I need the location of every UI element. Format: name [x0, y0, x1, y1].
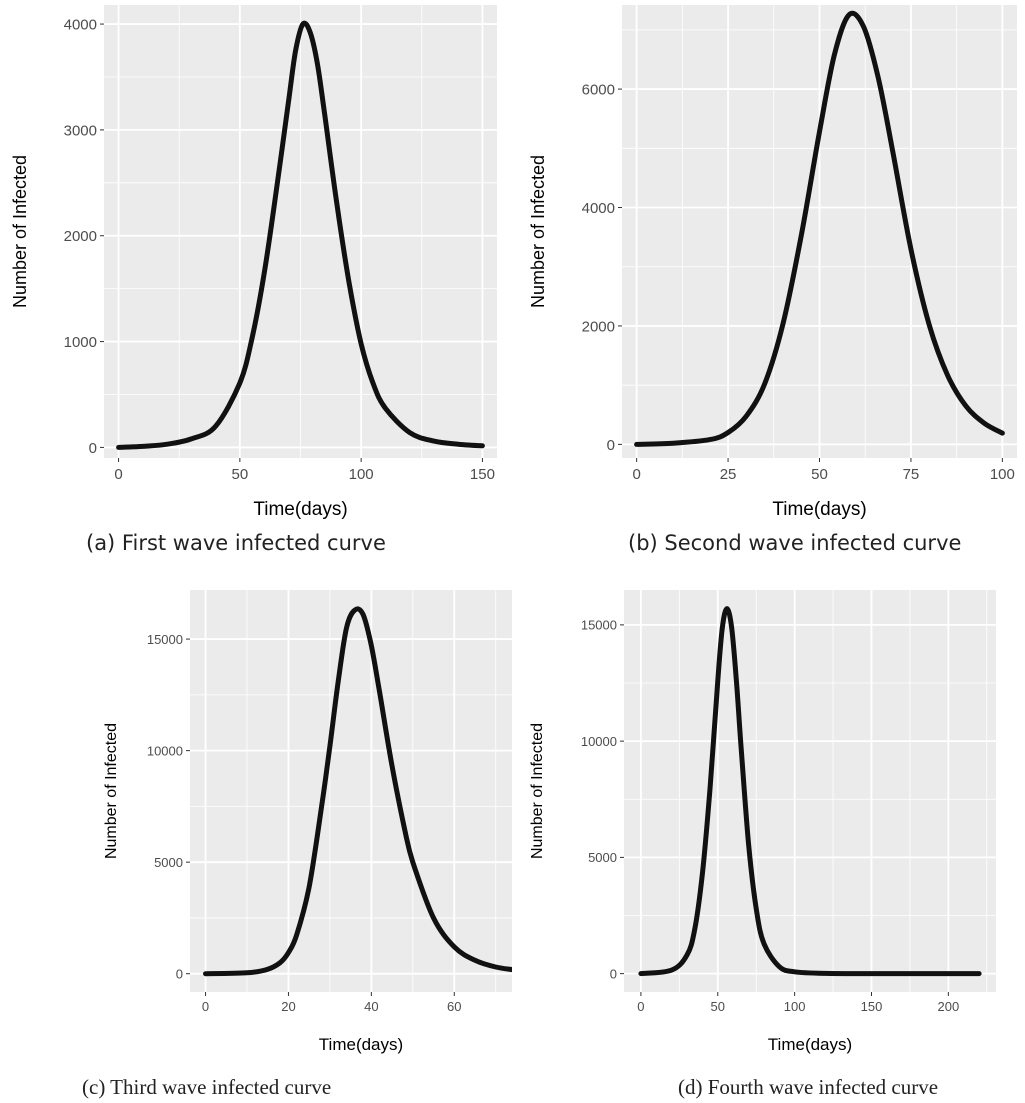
y-tick-label: 10000	[581, 734, 617, 749]
y-axis-title: Number of Infected	[10, 155, 30, 308]
y-tick-label: 3000	[64, 122, 97, 139]
chart-panel-a: 0 50 100 150 0 1000 2000 3000 4000 Time(days) Numb…	[10, 5, 497, 520]
y-tick-label: 4000	[582, 200, 615, 217]
x-tick-label: 100	[990, 466, 1015, 483]
caption-a: (a) First wave infected curve	[86, 531, 386, 555]
y-tick-label: 6000	[582, 81, 615, 98]
x-tick-label: 0	[202, 999, 209, 1014]
x-tick-label: 40	[364, 999, 378, 1014]
x-axis-title: Time(days)	[253, 499, 347, 520]
x-axis-title: Time(days)	[319, 1035, 403, 1054]
infected-curve	[638, 606, 982, 977]
y-tick-label: 0	[89, 440, 97, 457]
y-axis-title: Number of Infected	[528, 155, 548, 308]
y-tick-label: 15000	[581, 618, 617, 633]
y-tick-label: 5000	[588, 850, 617, 865]
y-tick-label: 1000	[64, 334, 97, 351]
plot-background	[190, 590, 532, 992]
x-tick-label: 0	[637, 999, 644, 1014]
x-tick-label: 75	[903, 466, 920, 483]
y-axis-title: Number of Infected	[529, 723, 546, 859]
y-tick-label: 10000	[147, 743, 183, 758]
caption-d: (d) Fourth wave infected curve	[678, 1075, 939, 1099]
x-tick-label: 0	[114, 466, 122, 483]
y-axis-title: Number of Infected	[103, 723, 120, 859]
panel-b: 0 25 50 75 100 0 2000 4000 6000 Time(days) Number …	[512, 0, 1025, 525]
x-tick-label: 200	[937, 999, 959, 1014]
y-tick-label: 2000	[582, 318, 615, 335]
panel-a: 0 50 100 150 0 1000 2000 3000 4000 Time(days) Numb…	[0, 0, 512, 525]
caption-c: (c) Third wave infected curve	[82, 1075, 332, 1099]
x-tick-label: 100	[784, 999, 806, 1014]
x-axis-title: Time(days)	[772, 499, 866, 520]
x-tick-label: 60	[447, 999, 461, 1014]
y-tick-label: 0	[607, 437, 615, 454]
caption-b: (b) Second wave infected curve	[628, 531, 962, 555]
chart-panel-b: 0 25 50 75 100 0 2000 4000 6000 Time(days) Number …	[528, 5, 1017, 520]
y-tick-label: 15000	[147, 632, 183, 647]
panel-d: 0 50 100 150 200 0 5000 10000 15000 Time(days) Num…	[512, 580, 1025, 1070]
chart-panel-c: 0 20 40 60 0 5000 10000 15000 Time(days) Number o…	[103, 590, 532, 1054]
x-tick-label: 150	[861, 999, 883, 1014]
x-axis-title: Time(days)	[768, 1035, 852, 1054]
y-tick-label: 2000	[64, 228, 97, 245]
y-tick-label: 4000	[64, 16, 97, 33]
x-tick-label: 100	[349, 466, 374, 483]
x-tick-label: 0	[632, 466, 640, 483]
x-tick-label: 150	[470, 466, 495, 483]
x-tick-label: 50	[711, 999, 725, 1014]
x-tick-label: 50	[811, 466, 828, 483]
chart-panel-d: 0 50 100 150 200 0 5000 10000 15000 Time(days) Num…	[529, 590, 996, 1054]
panel-c: 0 20 40 60 0 5000 10000 15000 Time(days) Number o…	[0, 580, 532, 1070]
x-tick-label: 50	[232, 466, 249, 483]
y-tick-label: 5000	[154, 855, 183, 870]
infected-curve	[634, 10, 1005, 447]
y-tick-label: 0	[610, 966, 617, 981]
x-tick-label: 25	[720, 466, 737, 483]
infected-curve	[203, 606, 519, 977]
plot-background	[624, 590, 996, 992]
y-tick-label: 0	[176, 966, 183, 981]
x-tick-label: 20	[281, 999, 295, 1014]
infected-curve	[116, 20, 485, 450]
